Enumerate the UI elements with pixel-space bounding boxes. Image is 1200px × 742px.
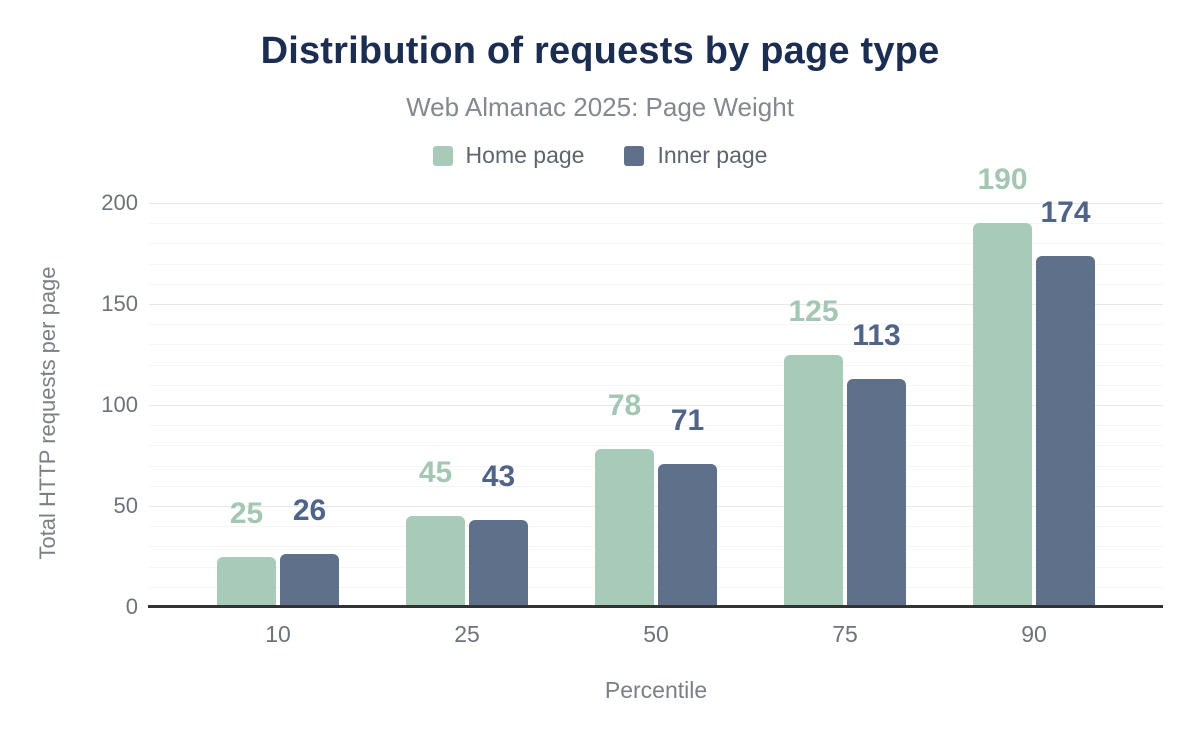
- gridline: [149, 425, 1163, 427]
- bar-value-label: 174: [1040, 195, 1091, 229]
- legend-swatch-home-page: [432, 145, 453, 166]
- x-tick-label: 90: [1021, 621, 1047, 647]
- x-tick-label: 10: [265, 621, 291, 647]
- gridline: [149, 263, 1163, 265]
- y-axis-title: Total HTTP requests per page: [35, 266, 60, 560]
- bar-value-label: 25: [229, 496, 264, 530]
- bar-value-label: 113: [852, 318, 901, 352]
- x-axis-title: Percentile: [604, 677, 708, 703]
- gridline: [149, 344, 1163, 346]
- chart-title: Distribution of requests by page type: [260, 30, 940, 72]
- bar-inner-page: [469, 520, 528, 607]
- bar-home-page: [595, 449, 654, 607]
- bar-value-label: 45: [418, 456, 453, 490]
- gridline: [149, 586, 1163, 588]
- bar-inner-page: [847, 378, 906, 607]
- bar-home-page: [784, 354, 843, 607]
- gridline: [149, 526, 1163, 528]
- gridline: [149, 566, 1163, 568]
- bar-value-label: 71: [670, 403, 705, 437]
- y-tick-label: 0: [125, 594, 138, 619]
- x-axis-line: [148, 605, 1163, 608]
- y-tick-label: 50: [113, 493, 138, 518]
- gridline: [149, 283, 1163, 285]
- bar-inner-page: [658, 463, 717, 607]
- bar-home-page: [217, 556, 276, 607]
- bar-value-label: 26: [292, 494, 327, 528]
- x-tick-label: 50: [643, 621, 669, 647]
- bar-inner-page: [1036, 255, 1095, 607]
- gridline: [149, 364, 1163, 366]
- y-tick-label: 100: [101, 392, 138, 417]
- gridline: [149, 405, 1163, 406]
- gridline: [149, 243, 1163, 245]
- x-tick-label: 75: [832, 621, 858, 647]
- legend-label: Inner page: [657, 142, 768, 168]
- bar-inner-page: [280, 554, 339, 607]
- bar-value-label: 190: [977, 163, 1028, 197]
- gridline: [149, 304, 1163, 305]
- bar-home-page: [973, 223, 1032, 607]
- gridline: [149, 485, 1163, 487]
- y-tick-label: 200: [101, 190, 138, 215]
- x-tick-label: 25: [454, 621, 480, 647]
- legend-label: Home page: [465, 142, 585, 168]
- gridline: [149, 465, 1163, 467]
- bar-home-page: [406, 516, 465, 607]
- legend-item: Inner page: [624, 142, 767, 169]
- gridline: [149, 324, 1163, 326]
- legend: Home page Inner page: [0, 142, 1200, 169]
- gridline: [149, 203, 1163, 204]
- bar-value-label: 43: [481, 460, 516, 494]
- y-tick-label: 150: [101, 291, 138, 316]
- gridline: [149, 546, 1163, 548]
- legend-item: Home page: [432, 142, 585, 169]
- bar-value-label: 78: [607, 389, 642, 423]
- gridline: [149, 223, 1163, 225]
- chart-subtitle: Web Almanac 2025: Page Weight: [406, 92, 794, 122]
- bar-value-label: 125: [788, 294, 839, 328]
- gridline: [149, 506, 1163, 507]
- gridline: [149, 384, 1163, 386]
- gridline: [149, 445, 1163, 447]
- legend-swatch-inner-page: [624, 145, 645, 166]
